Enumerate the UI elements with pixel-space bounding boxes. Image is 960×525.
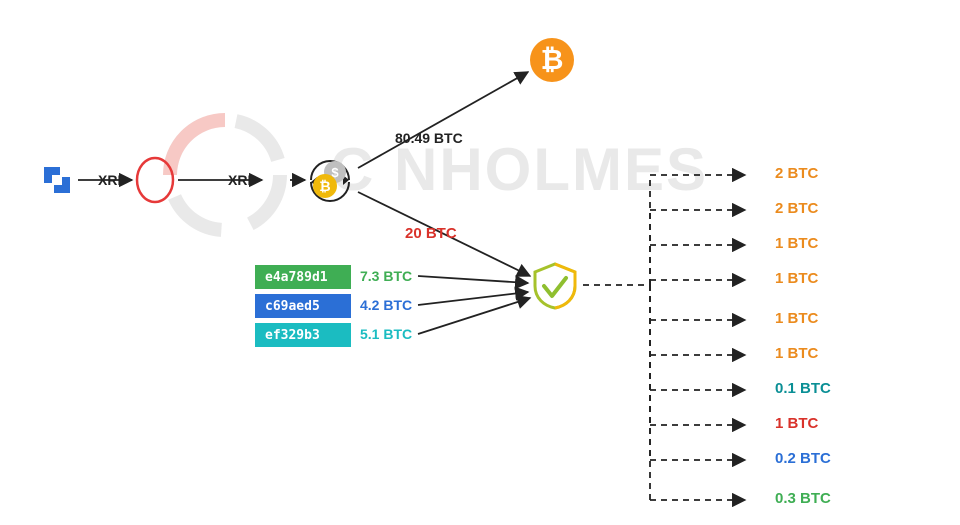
output-amount: 0.3 BTC [775,490,831,507]
edge-label-to-shield: 20 BTC [405,225,457,242]
address-box: c69aed5 [255,294,351,318]
output-amount: 0.1 BTC [775,380,831,397]
edge-label-to-btc: 80.49 BTC [395,130,463,146]
address-amount: 4.2 BTC [360,297,412,313]
output-amount: 0.2 BTC [775,450,831,467]
edge-label-xrp2: XRP [228,172,257,188]
output-amount: 1 BTC [775,310,818,327]
output-amount: 1 BTC [775,270,818,287]
svg-text:₿: ₿ [541,44,564,75]
source-exchange-icon [40,163,74,197]
diagram-stage: { "canvas":{"w":960,"h":525,"bg":"#fffff… [0,0,960,525]
edge-label-xrp1: XRP [98,172,127,188]
output-amount: 1 BTC [775,235,818,252]
address-amount: 5.1 BTC [360,326,412,342]
output-amount: 1 BTC [775,345,818,362]
output-amount: 2 BTC [775,200,818,217]
svg-text:₿: ₿ [319,178,330,194]
address-box: e4a789d1 [255,265,351,289]
address-box: ef329b3 [255,323,351,347]
intermediate-ring-icon [133,154,177,206]
address-amount: 7.3 BTC [360,268,412,284]
swap-icon: $ ₿ [305,158,355,202]
mixer-shield-icon [530,260,580,310]
flow-network [0,0,960,525]
bitcoin-icon: ₿ [528,36,576,84]
output-amount: 2 BTC [775,165,818,182]
output-amount: 1 BTC [775,415,818,432]
